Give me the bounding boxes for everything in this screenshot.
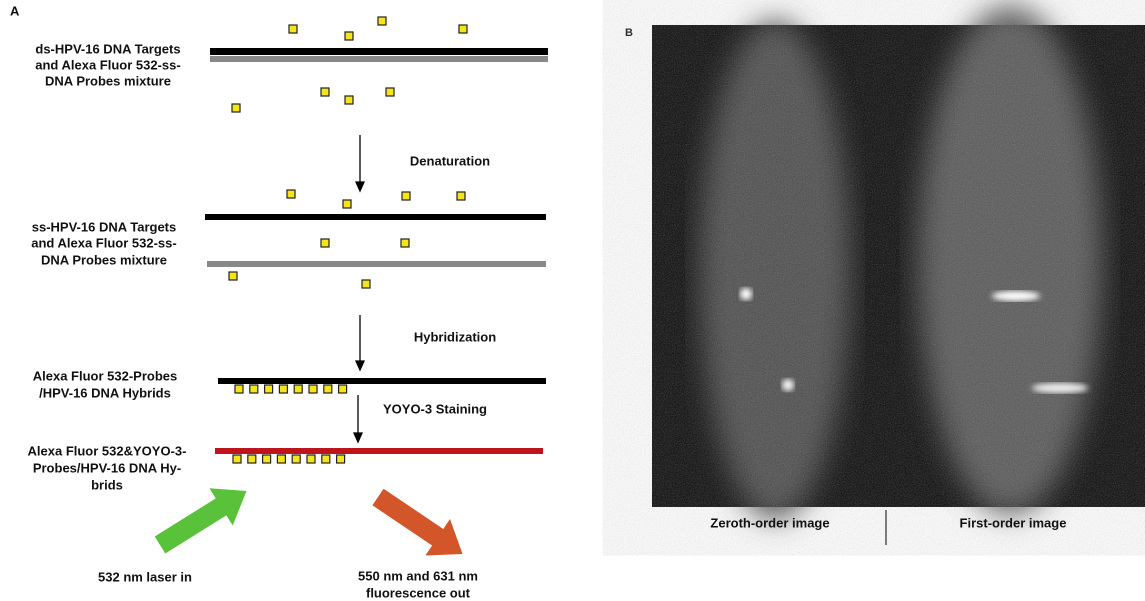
emission-label: 550 nm and 631 nm xyxy=(358,568,478,583)
dna-strand xyxy=(207,261,546,267)
probe xyxy=(235,385,243,393)
arrow-label: Denaturation xyxy=(410,153,490,168)
probe xyxy=(279,385,287,393)
probe xyxy=(309,385,317,393)
probe xyxy=(345,32,353,40)
step-label: Alexa Fluor 532&YOYO-3- xyxy=(28,443,187,458)
probe xyxy=(322,455,330,463)
panel-label: A xyxy=(10,3,20,18)
laser-arrow-shape xyxy=(148,472,258,563)
probe xyxy=(402,192,410,200)
arrow-head xyxy=(354,433,362,442)
probe xyxy=(294,385,302,393)
probe xyxy=(343,200,351,208)
caption: First-order image xyxy=(960,515,1067,530)
dna-strand xyxy=(210,48,548,55)
probe xyxy=(339,385,347,393)
arrow-head xyxy=(356,361,364,370)
probe xyxy=(248,455,256,463)
step-label: brids xyxy=(91,477,123,492)
probe xyxy=(345,96,353,104)
probe xyxy=(250,385,258,393)
laser-arrow xyxy=(148,472,258,563)
arrow-label: Hybridization xyxy=(414,329,496,344)
panel-label: B xyxy=(625,27,633,39)
probe xyxy=(292,455,300,463)
emission-arrow xyxy=(366,479,475,573)
step-label: ds-HPV-16 DNA Targets xyxy=(35,41,180,56)
probe xyxy=(287,190,295,198)
dna-strand xyxy=(218,378,546,384)
figure: A ds-HPV-16 DNA Targets and Alexa Fluor … xyxy=(0,0,1145,601)
dna-strand xyxy=(215,448,543,454)
step-label: /HPV-16 DNA Hybrids xyxy=(39,385,171,400)
spot xyxy=(782,379,794,391)
probe xyxy=(386,88,394,96)
emission-label: fluorescence out xyxy=(366,585,471,600)
probe xyxy=(457,192,465,200)
image-noise xyxy=(652,25,1145,507)
step-label: Alexa Fluor 532-Probes xyxy=(33,368,178,383)
arrow-label: YOYO-3 Staining xyxy=(383,401,487,416)
step-label: Probes/HPV-16 DNA Hy- xyxy=(33,460,181,475)
probe xyxy=(263,455,271,463)
probe xyxy=(401,239,409,247)
probe xyxy=(321,88,329,96)
step-label: ss-HPV-16 DNA Targets xyxy=(32,219,177,234)
probe xyxy=(232,104,240,112)
probe xyxy=(321,239,329,247)
probe xyxy=(324,385,332,393)
streak xyxy=(1032,383,1088,393)
dna-strand xyxy=(205,214,546,220)
probe xyxy=(277,455,285,463)
laser-label: 532 nm laser in xyxy=(98,569,192,584)
emission-arrow-shape xyxy=(366,479,475,573)
step-label: DNA Probes mixture xyxy=(45,73,171,88)
step-label: and Alexa Fluor 532-ss- xyxy=(31,235,176,250)
probe xyxy=(378,17,386,25)
dna-strand xyxy=(210,56,548,62)
step-label: DNA Probes mixture xyxy=(41,252,167,267)
probe-group xyxy=(229,17,467,463)
probe xyxy=(307,455,315,463)
spot xyxy=(740,288,752,300)
caption: Zeroth-order image xyxy=(710,515,829,530)
probe xyxy=(289,25,297,33)
streak xyxy=(992,291,1040,301)
probe xyxy=(337,455,345,463)
arrow-head xyxy=(356,182,364,191)
probe xyxy=(233,455,241,463)
micrograph xyxy=(652,5,1145,520)
step-label: and Alexa Fluor 532-ss- xyxy=(35,57,180,72)
probe xyxy=(265,385,273,393)
probe xyxy=(459,25,467,33)
probe xyxy=(229,272,237,280)
probe xyxy=(362,280,370,288)
